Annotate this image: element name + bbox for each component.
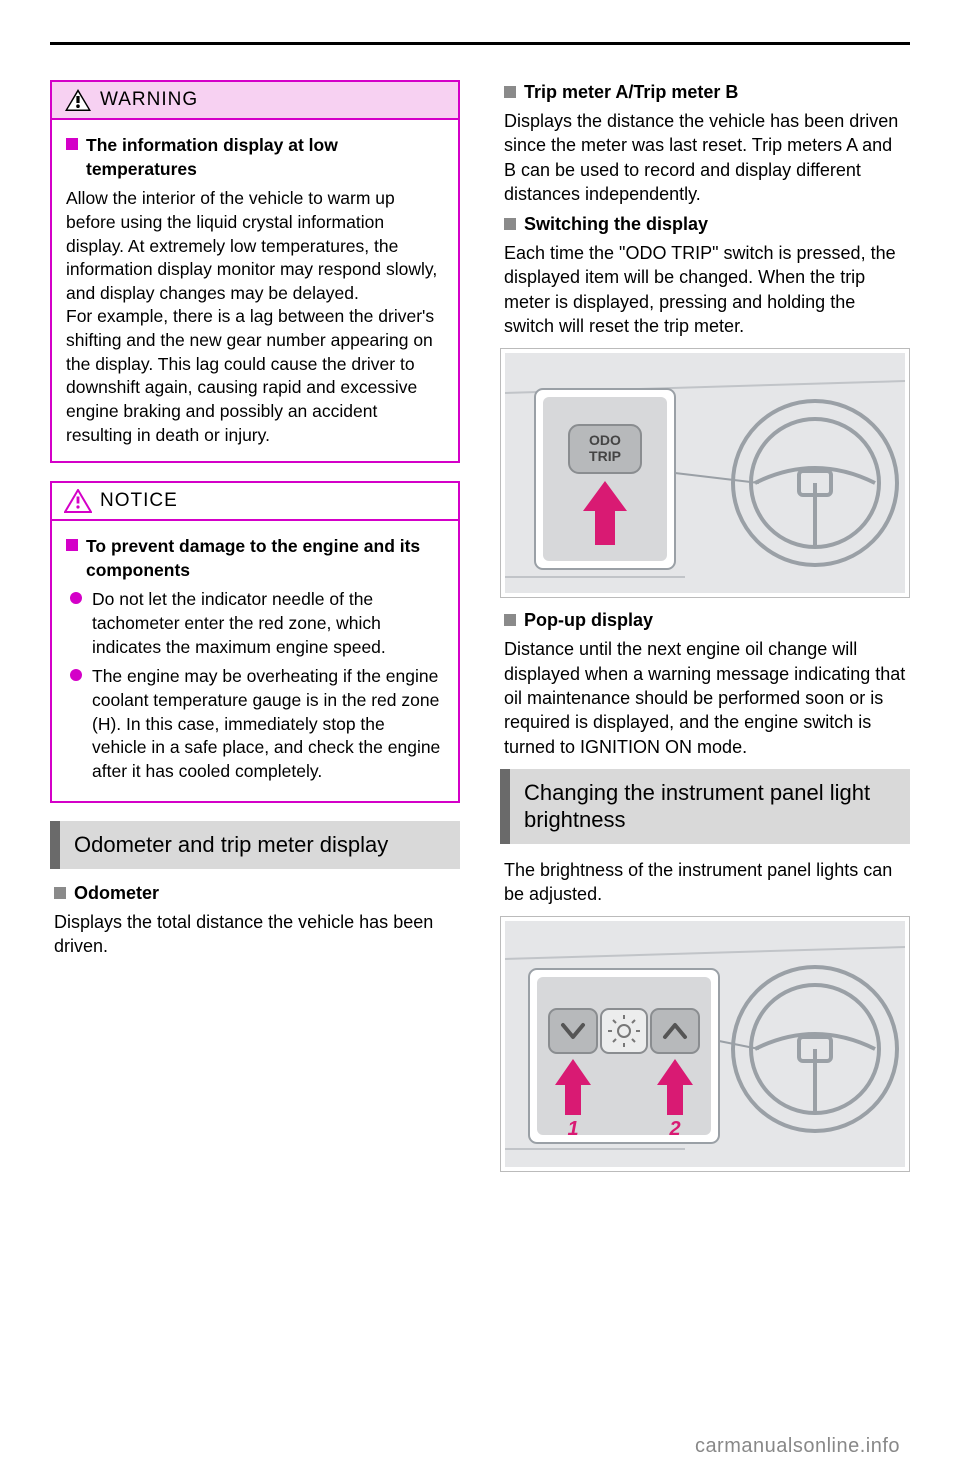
brightness-label-1: 1 bbox=[567, 1118, 578, 1140]
page: WARNING The information display at low t… bbox=[0, 0, 960, 1484]
odometer-heading-row: Odometer bbox=[54, 883, 460, 904]
brightness-label-2: 2 bbox=[668, 1118, 680, 1140]
warning-title: The information display at low temperatu… bbox=[86, 134, 444, 181]
warning-header-label: WARNING bbox=[100, 89, 198, 111]
tripmeter-body: Displays the distance the vehicle has be… bbox=[504, 109, 906, 206]
notice-item-2: The engine may be overheating if the eng… bbox=[70, 665, 444, 783]
notice-title: To prevent damage to the engine and its … bbox=[86, 535, 444, 582]
warning-body: The information display at low temperatu… bbox=[52, 120, 458, 461]
notice-item-text: Do not let the indicator needle of the t… bbox=[92, 588, 444, 659]
switching-body: Each time the "ODO TRIP" switch is press… bbox=[504, 241, 906, 338]
square-bullet-icon bbox=[54, 887, 66, 899]
square-bullet-icon bbox=[504, 86, 516, 98]
notice-body: To prevent damage to the engine and its … bbox=[52, 521, 458, 801]
switching-heading: Switching the display bbox=[524, 214, 708, 235]
header-rule bbox=[50, 42, 910, 45]
column-left: WARNING The information display at low t… bbox=[50, 80, 460, 1184]
notice-header-label: NOTICE bbox=[100, 490, 178, 512]
brightness-button-callout: 1 2 bbox=[529, 969, 719, 1143]
warning-title-row: The information display at low temperatu… bbox=[66, 134, 444, 181]
notice-item-text: The engine may be overheating if the eng… bbox=[92, 665, 444, 783]
notice-header: NOTICE bbox=[52, 483, 458, 521]
switching-heading-row: Switching the display bbox=[504, 214, 910, 235]
notice-triangle-icon bbox=[64, 489, 92, 513]
brightness-svg: 1 2 bbox=[505, 921, 905, 1167]
notice-box: NOTICE To prevent damage to the engine a… bbox=[50, 481, 460, 803]
section-brightness-title: Changing the instrument panel light brig… bbox=[500, 769, 910, 844]
square-bullet-icon bbox=[66, 138, 78, 150]
popup-body: Distance until the next engine oil chang… bbox=[504, 637, 906, 758]
tripmeter-heading: Trip meter A/Trip meter B bbox=[524, 82, 738, 103]
columns: WARNING The information display at low t… bbox=[50, 80, 910, 1184]
odometer-heading: Odometer bbox=[74, 883, 159, 904]
warning-header: WARNING bbox=[52, 82, 458, 120]
section-odometer-title: Odometer and trip meter display bbox=[50, 821, 460, 869]
watermark: carmanualsonline.info bbox=[695, 1435, 900, 1458]
popup-heading-row: Pop-up display bbox=[504, 610, 910, 631]
warning-text: Allow the interior of the vehicle to war… bbox=[66, 187, 444, 447]
tripmeter-heading-row: Trip meter A/Trip meter B bbox=[504, 82, 910, 103]
odometer-body: Displays the total distance the vehicle … bbox=[54, 910, 456, 959]
round-bullet-icon bbox=[70, 669, 82, 681]
column-right: Trip meter A/Trip meter B Displays the d… bbox=[500, 80, 910, 1184]
brightness-switch-illustration: 1 2 bbox=[500, 916, 910, 1172]
odo-button-label-bottom: TRIP bbox=[589, 448, 621, 464]
notice-item-1: Do not let the indicator needle of the t… bbox=[70, 588, 444, 659]
odo-button-label-top: ODO bbox=[589, 432, 621, 448]
odo-trip-button-callout: ODO TRIP bbox=[535, 389, 675, 569]
warning-triangle-icon bbox=[64, 88, 92, 112]
odo-trip-switch-illustration: ODO TRIP bbox=[500, 348, 910, 598]
warning-box: WARNING The information display at low t… bbox=[50, 80, 460, 463]
square-bullet-icon bbox=[504, 218, 516, 230]
brightness-body: The brightness of the instrument panel l… bbox=[504, 858, 906, 907]
square-bullet-icon bbox=[504, 614, 516, 626]
round-bullet-icon bbox=[70, 592, 82, 604]
square-bullet-icon bbox=[66, 539, 78, 551]
popup-heading: Pop-up display bbox=[524, 610, 653, 631]
odo-trip-svg: ODO TRIP bbox=[505, 353, 905, 593]
notice-title-row: To prevent damage to the engine and its … bbox=[66, 535, 444, 582]
